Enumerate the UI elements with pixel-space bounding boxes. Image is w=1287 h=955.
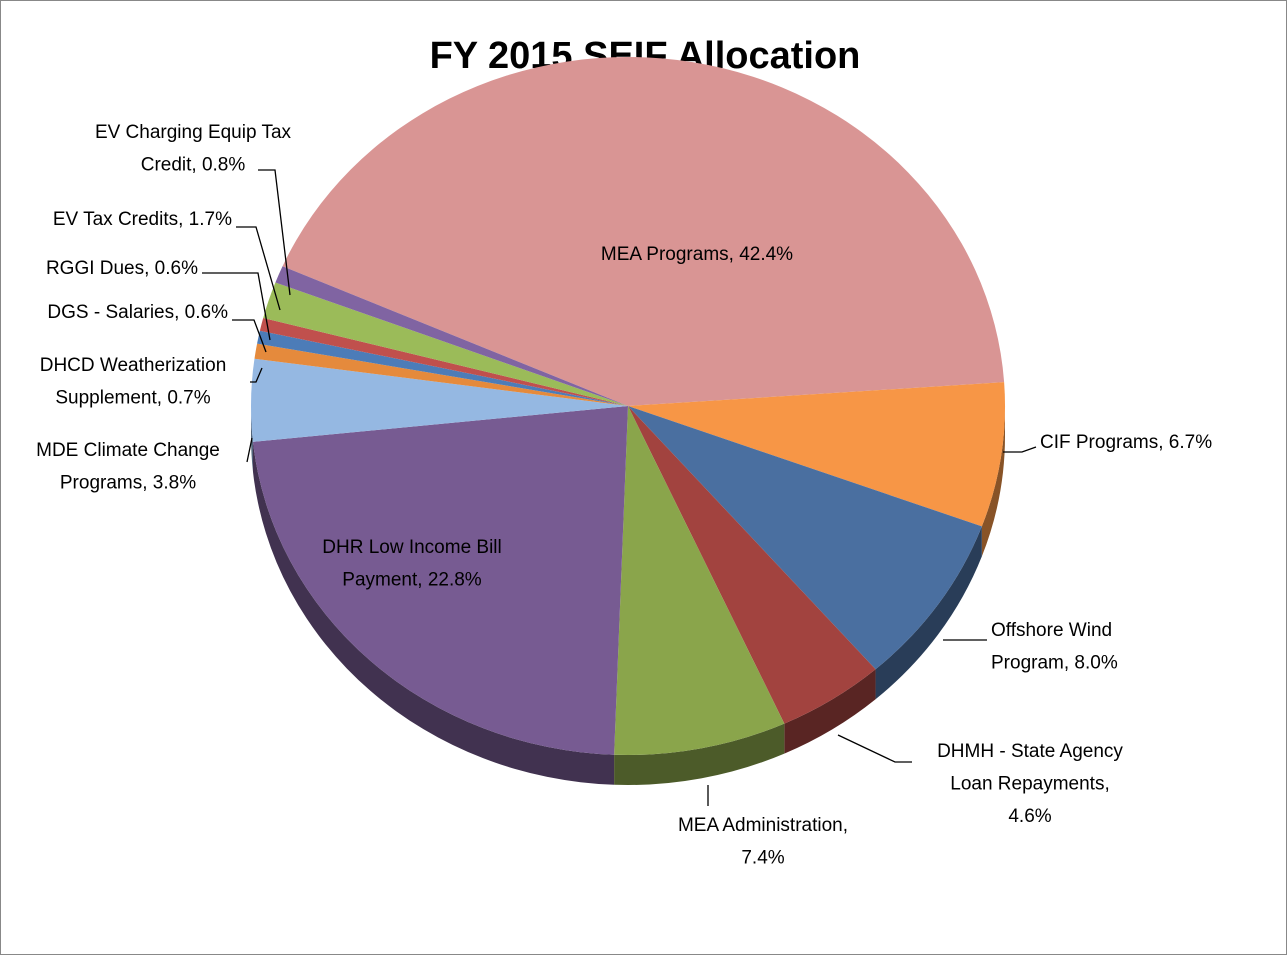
data-label-line: MEA Programs, 42.4% <box>601 244 793 265</box>
slice <box>628 382 1006 527</box>
data-label-line: EV Charging Equip Tax <box>95 122 292 143</box>
leader-line <box>232 319 267 353</box>
leader-line <box>202 272 271 341</box>
data-label-line: 4.6% <box>1008 806 1051 827</box>
data-label: EV Tax Credits, 1.7% <box>53 209 232 230</box>
data-label-line: Payment, 22.8% <box>342 570 482 591</box>
data-label-line: MDE Climate Change <box>36 440 220 461</box>
data-label: CIF Programs, 6.7% <box>1040 432 1212 453</box>
data-label: MDE Climate Change Programs, 3.8% <box>36 440 220 494</box>
data-label: DHCD Weatherization Supplement, 0.7% <box>40 355 227 409</box>
data-label-line: 7.4% <box>741 848 784 869</box>
slice-side <box>614 723 785 785</box>
data-label-line: DGS - Salaries, 0.6% <box>47 302 228 323</box>
leader-line <box>246 437 253 463</box>
leader-line <box>1003 446 1037 453</box>
data-label-line: Credit, 0.8% <box>141 155 246 176</box>
leader-line <box>250 367 263 383</box>
slice <box>628 406 982 670</box>
data-label-line: DHR Low Income Bill <box>322 537 502 558</box>
data-label-line: EV Tax Credits, 1.7% <box>53 209 232 230</box>
data-label-line: RGGI Dues, 0.6% <box>46 258 198 279</box>
leader-line <box>837 734 912 763</box>
data-label: MEA Administration, 7.4% <box>678 815 848 869</box>
data-label-line: DHMH - State Agency <box>937 741 1123 762</box>
leader-line <box>258 169 291 296</box>
data-label-line: Loan Repayments, <box>950 774 1110 795</box>
data-label-line: DHCD Weatherization <box>40 355 227 376</box>
data-label: DHR Low Income Bill Payment, 22.8% <box>322 537 502 591</box>
slice <box>263 282 628 406</box>
slice <box>254 343 629 406</box>
slice <box>614 406 785 756</box>
data-label-line: CIF Programs, 6.7% <box>1040 432 1212 453</box>
slice-side <box>981 406 1005 557</box>
data-label: MEA Programs, 42.4% <box>601 244 793 265</box>
slice-side <box>875 526 982 700</box>
slice <box>252 406 628 755</box>
slice <box>259 317 628 406</box>
data-label-line: MEA Administration, <box>678 815 848 836</box>
data-label-line: Supplement, 0.7% <box>55 388 210 409</box>
data-label-line: Programs, 3.8% <box>60 473 196 494</box>
slice-side <box>252 441 615 785</box>
slice <box>282 56 1005 406</box>
data-label: DGS - Salaries, 0.6% <box>47 302 228 323</box>
data-label: EV Charging Equip Tax Credit, 0.8% <box>95 122 292 176</box>
slice <box>628 406 876 724</box>
leader-line <box>236 226 281 311</box>
slice <box>257 330 628 406</box>
data-label: DHMH - State Agency Loan Repayments, 4.6% <box>937 741 1123 827</box>
data-label: Offshore Wind Program, 8.0% <box>991 620 1118 674</box>
slice <box>250 358 628 442</box>
slice <box>275 266 628 406</box>
data-label: RGGI Dues, 0.6% <box>46 258 198 279</box>
data-label-line: Offshore Wind <box>991 620 1112 641</box>
data-label-line: Program, 8.0% <box>991 653 1118 674</box>
slice-side <box>784 669 876 754</box>
